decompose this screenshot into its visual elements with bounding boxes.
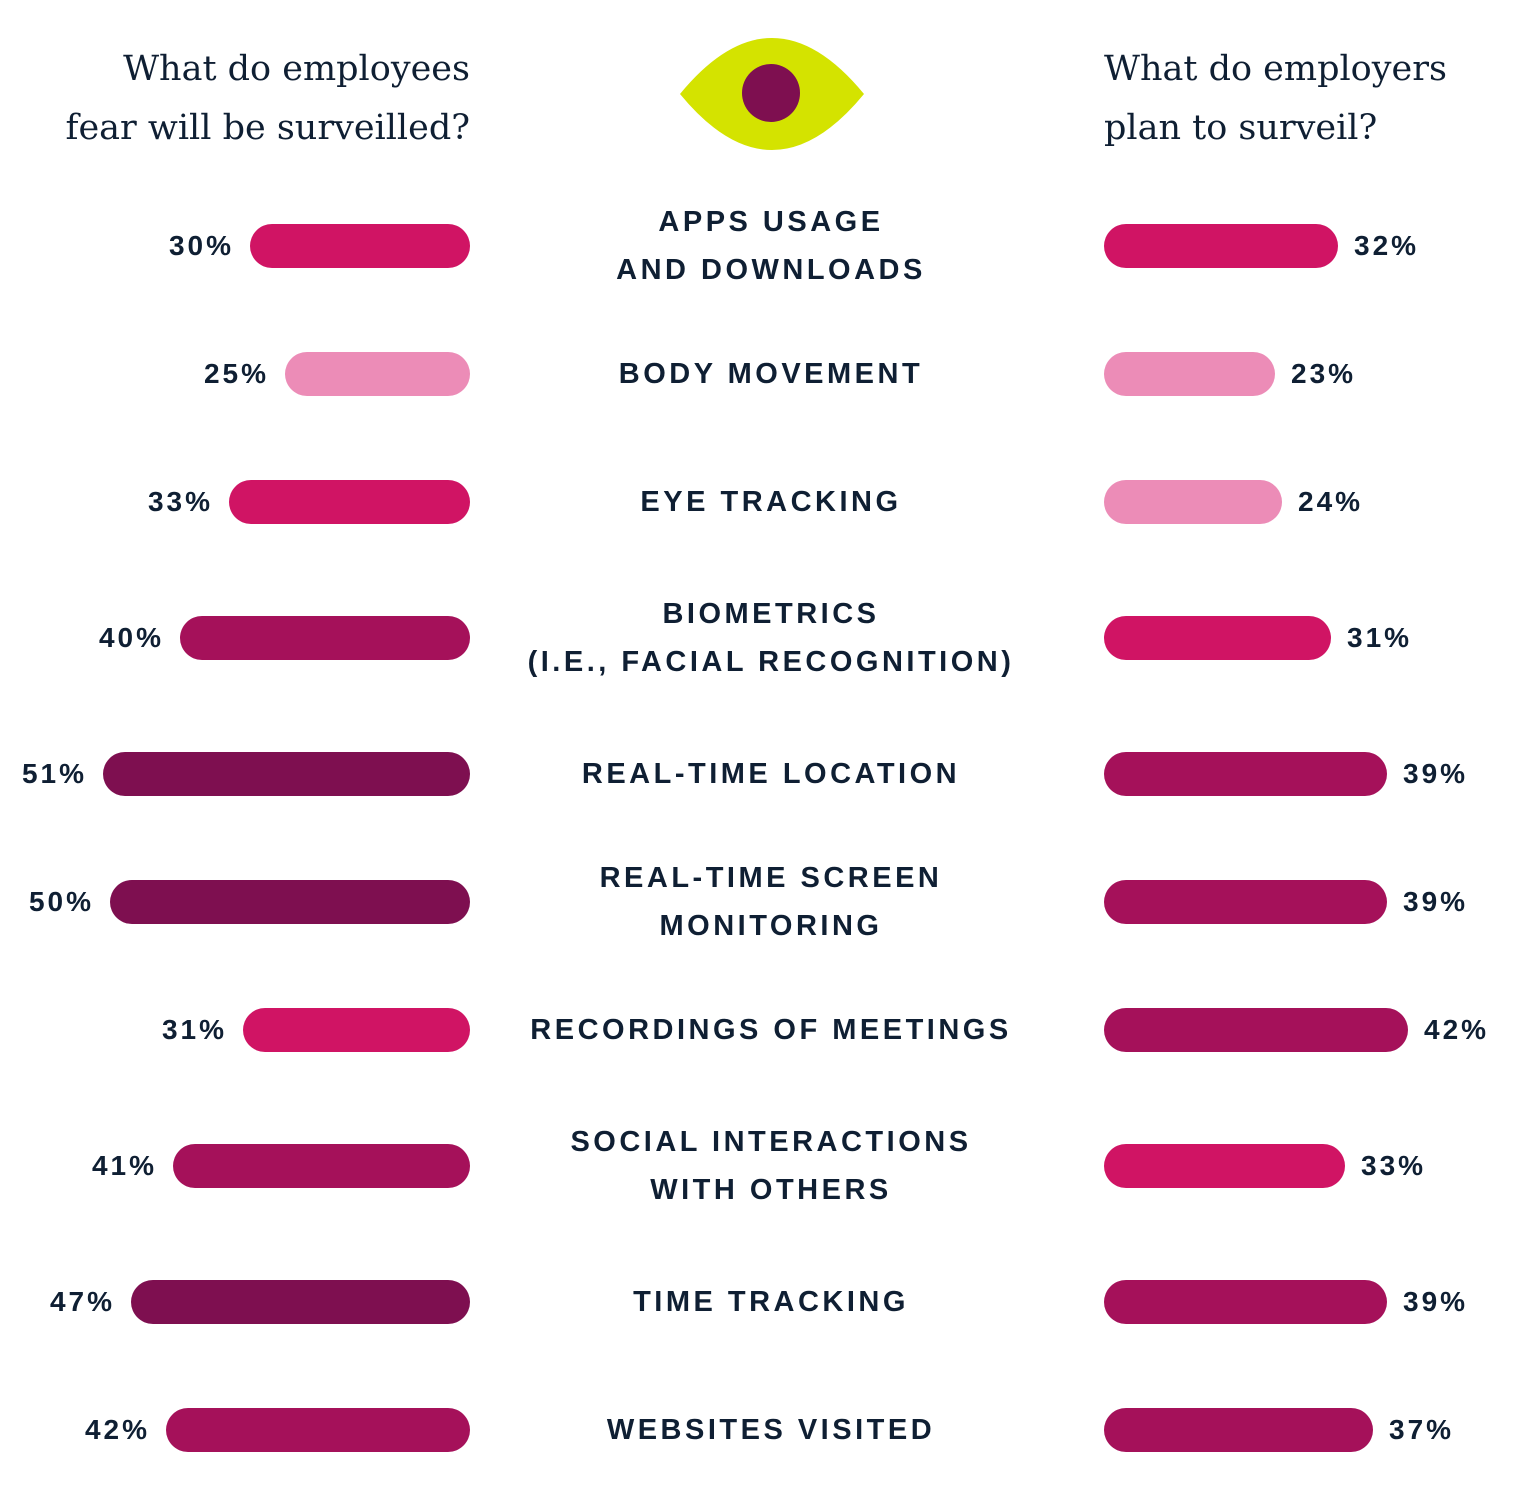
left-bar — [250, 224, 470, 268]
right-value-label: 33% — [1361, 1150, 1427, 1181]
category-label: WEBSITES VISITED — [606, 1414, 936, 1446]
right-value-label: 42% — [1424, 1014, 1490, 1045]
left-value-label: 47% — [49, 1286, 115, 1317]
left-value-label: 25% — [203, 358, 269, 389]
category-label: TIME TRACKING — [633, 1286, 909, 1318]
right-value-label: 37% — [1389, 1414, 1455, 1445]
category-label: BIOMETRICS (I.E., FACIAL RECOGNITION) — [527, 598, 1015, 678]
left-value-label: 50% — [28, 886, 94, 917]
category-label: REAL-TIME SCREEN MONITORING — [599, 862, 943, 942]
left-value-label: 31% — [161, 1014, 227, 1045]
category-label: REAL-TIME LOCATION — [581, 758, 961, 790]
left-bar — [243, 1008, 470, 1052]
left-value-label: 42% — [84, 1414, 150, 1445]
left-value-label: 51% — [21, 758, 87, 789]
right-bar — [1104, 224, 1338, 268]
right-bar — [1104, 1408, 1373, 1452]
right-bar — [1104, 1280, 1387, 1324]
left-value-label: 33% — [147, 486, 213, 517]
right-value-label: 32% — [1354, 230, 1420, 261]
category-label: SOCIAL INTERACTIONS WITH OTHERS — [570, 1126, 972, 1206]
right-value-label: 24% — [1298, 486, 1364, 517]
right-bar — [1104, 352, 1275, 396]
right-value-label: 39% — [1403, 886, 1469, 917]
right-bar — [1104, 1144, 1345, 1188]
left-heading: What do employees fear will be surveille… — [65, 49, 470, 148]
eye-pupil — [742, 64, 800, 122]
category-label: APPS USAGE AND DOWNLOADS — [616, 206, 926, 286]
right-value-label: 31% — [1347, 622, 1413, 653]
eye-icon — [680, 38, 864, 150]
left-bar — [173, 1144, 470, 1188]
right-bar — [1104, 752, 1387, 796]
left-value-label: 30% — [168, 230, 234, 261]
right-bar — [1104, 480, 1282, 524]
left-value-label: 41% — [91, 1150, 157, 1181]
category-label: RECORDINGS OF MEETINGS — [530, 1014, 1012, 1046]
left-bar — [110, 880, 470, 924]
left-value-label: 40% — [98, 622, 164, 653]
left-bar — [180, 616, 470, 660]
right-value-label: 39% — [1403, 758, 1469, 789]
left-bar — [285, 352, 470, 396]
right-value-label: 39% — [1403, 1286, 1469, 1317]
left-bar — [131, 1280, 470, 1324]
category-label: BODY MOVEMENT — [618, 358, 924, 390]
right-bar — [1104, 616, 1331, 660]
right-value-label: 23% — [1291, 358, 1357, 389]
category-label: EYE TRACKING — [640, 486, 902, 518]
left-bar — [103, 752, 470, 796]
right-bar — [1104, 1008, 1408, 1052]
left-bar — [229, 480, 470, 524]
left-bar — [166, 1408, 470, 1452]
right-bar — [1104, 880, 1387, 924]
right-heading: What do employers plan to surveil? — [1104, 49, 1447, 148]
